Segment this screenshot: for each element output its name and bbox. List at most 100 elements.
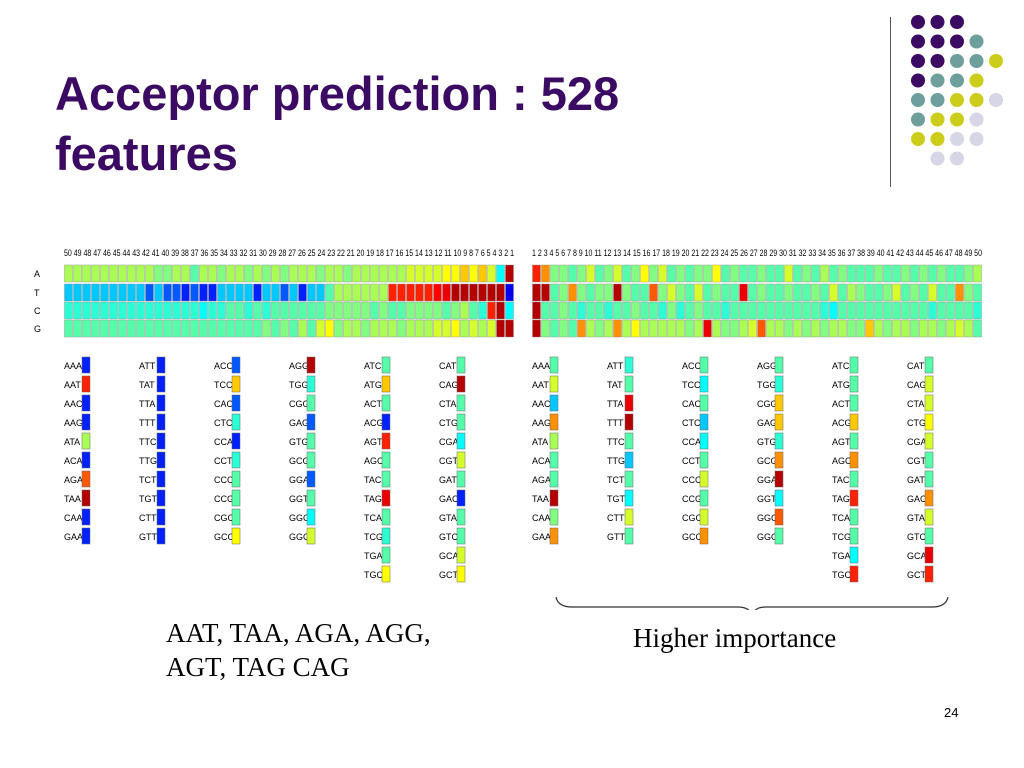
trimer-label: GAG	[289, 418, 309, 428]
heatmap-cell	[352, 319, 361, 338]
decorative-divider	[890, 17, 891, 187]
trimer-label: CCG	[682, 494, 702, 504]
heatmap-cell	[685, 283, 694, 302]
trimer-label: CTT	[139, 513, 157, 523]
heatmap-cell	[649, 264, 658, 283]
heatmap-cell	[289, 319, 298, 338]
trimer-label: CTG	[439, 418, 458, 428]
trimer-importance-cell	[456, 432, 466, 450]
heatmap-cell	[946, 319, 955, 338]
heatmap-cell	[127, 264, 136, 283]
heatmap-cell	[271, 283, 280, 302]
decor-dot	[911, 34, 925, 49]
trimer-importance-cell	[381, 489, 391, 507]
heatmap-cell	[253, 283, 262, 302]
decor-dot	[950, 34, 964, 49]
trimer-importance-cell	[306, 375, 316, 393]
trimer-importance-cell	[624, 508, 634, 526]
heatmap-cell	[235, 264, 244, 283]
heatmap-cell	[793, 264, 802, 283]
heatmap-cell	[100, 264, 109, 283]
heatmap-cell	[775, 283, 784, 302]
heatmap-cell	[766, 264, 775, 283]
heatmap-cell	[172, 319, 181, 338]
heatmap-cell	[964, 319, 973, 338]
trimer-importance-cell	[699, 508, 709, 526]
trimer-label: AAC	[532, 399, 551, 409]
heatmap-cell	[604, 264, 613, 283]
trimer-label: AAA	[532, 361, 550, 371]
trimer-label: TAG	[832, 494, 850, 504]
heatmap-cell	[973, 319, 982, 338]
heatmap-cell	[559, 301, 568, 320]
trimer-label: CGC	[214, 513, 235, 523]
heatmap-cell	[937, 301, 946, 320]
heatmap-cell	[487, 319, 496, 338]
trimer-label: ACC	[682, 361, 702, 371]
heatmap-cell	[217, 319, 226, 338]
trimer-importance-cell	[699, 394, 709, 412]
trimer-label: ACA	[64, 456, 83, 466]
trimer-importance-cell	[924, 356, 934, 374]
heatmap-cell	[721, 264, 730, 283]
trimer-importance-cell	[156, 489, 166, 507]
heatmap-cell	[649, 283, 658, 302]
heatmap-cell	[145, 319, 154, 338]
trimer-importance-cell	[381, 432, 391, 450]
trimer-label: GGC	[757, 513, 778, 523]
trimer-label: TAT	[607, 380, 623, 390]
heatmap-cell	[604, 283, 613, 302]
heatmap-cell	[460, 301, 469, 320]
heatmap-cell	[811, 301, 820, 320]
heatmap-cell	[451, 301, 460, 320]
heatmap-cell	[658, 283, 667, 302]
trimer-importance-cell	[774, 527, 784, 545]
trimer-label: GTG	[289, 437, 309, 447]
trimer-importance-cell	[381, 356, 391, 374]
trimer-importance-cell	[849, 470, 859, 488]
trimer-label: CAT	[907, 361, 925, 371]
heatmap-cell	[964, 283, 973, 302]
trimer-label: CCC	[214, 475, 234, 485]
heatmap-cell	[910, 301, 919, 320]
trimer-importance-cell	[306, 394, 316, 412]
heatmap-cell	[388, 301, 397, 320]
trimer-importance-cell	[81, 470, 91, 488]
trimer-importance-cell	[81, 489, 91, 507]
heatmap-cell	[658, 264, 667, 283]
heatmap-cell	[676, 301, 685, 320]
trimer-label: TCA	[364, 513, 382, 523]
trimer-importance-cell	[381, 394, 391, 412]
heatmap-cell	[145, 283, 154, 302]
trimer-label: TGA	[832, 551, 851, 561]
heatmap-cell	[883, 319, 892, 338]
trimer-label: AAG	[64, 418, 83, 428]
trimer-importance-cell	[231, 451, 241, 469]
heatmap-cell	[91, 319, 100, 338]
heatmap-cell	[865, 283, 874, 302]
heatmap-cell	[676, 283, 685, 302]
trimer-importance-cell	[81, 451, 91, 469]
heatmap-cell	[847, 301, 856, 320]
trimer-label: CTC	[682, 418, 701, 428]
heatmap-cell	[730, 301, 739, 320]
heatmap-cell	[370, 301, 379, 320]
heatmap-cell	[487, 301, 496, 320]
heatmap-cell	[280, 319, 289, 338]
heatmap-cell	[298, 283, 307, 302]
heatmap-cell	[658, 319, 667, 338]
heatmap-cell	[820, 319, 829, 338]
trimer-importance-cell	[306, 489, 316, 507]
trimer-importance-cell	[699, 527, 709, 545]
trimer-importance-cell	[624, 470, 634, 488]
heatmap-cell	[829, 283, 838, 302]
heatmap-cell	[676, 264, 685, 283]
trimer-importance-cell	[924, 413, 934, 431]
heatmap-cell	[640, 319, 649, 338]
heatmap-cell	[181, 283, 190, 302]
trimer-importance-cell	[699, 375, 709, 393]
heatmap-cell	[235, 283, 244, 302]
heatmap-cell	[271, 319, 280, 338]
trimer-importance-cell	[549, 451, 559, 469]
heatmap-cell	[136, 319, 145, 338]
